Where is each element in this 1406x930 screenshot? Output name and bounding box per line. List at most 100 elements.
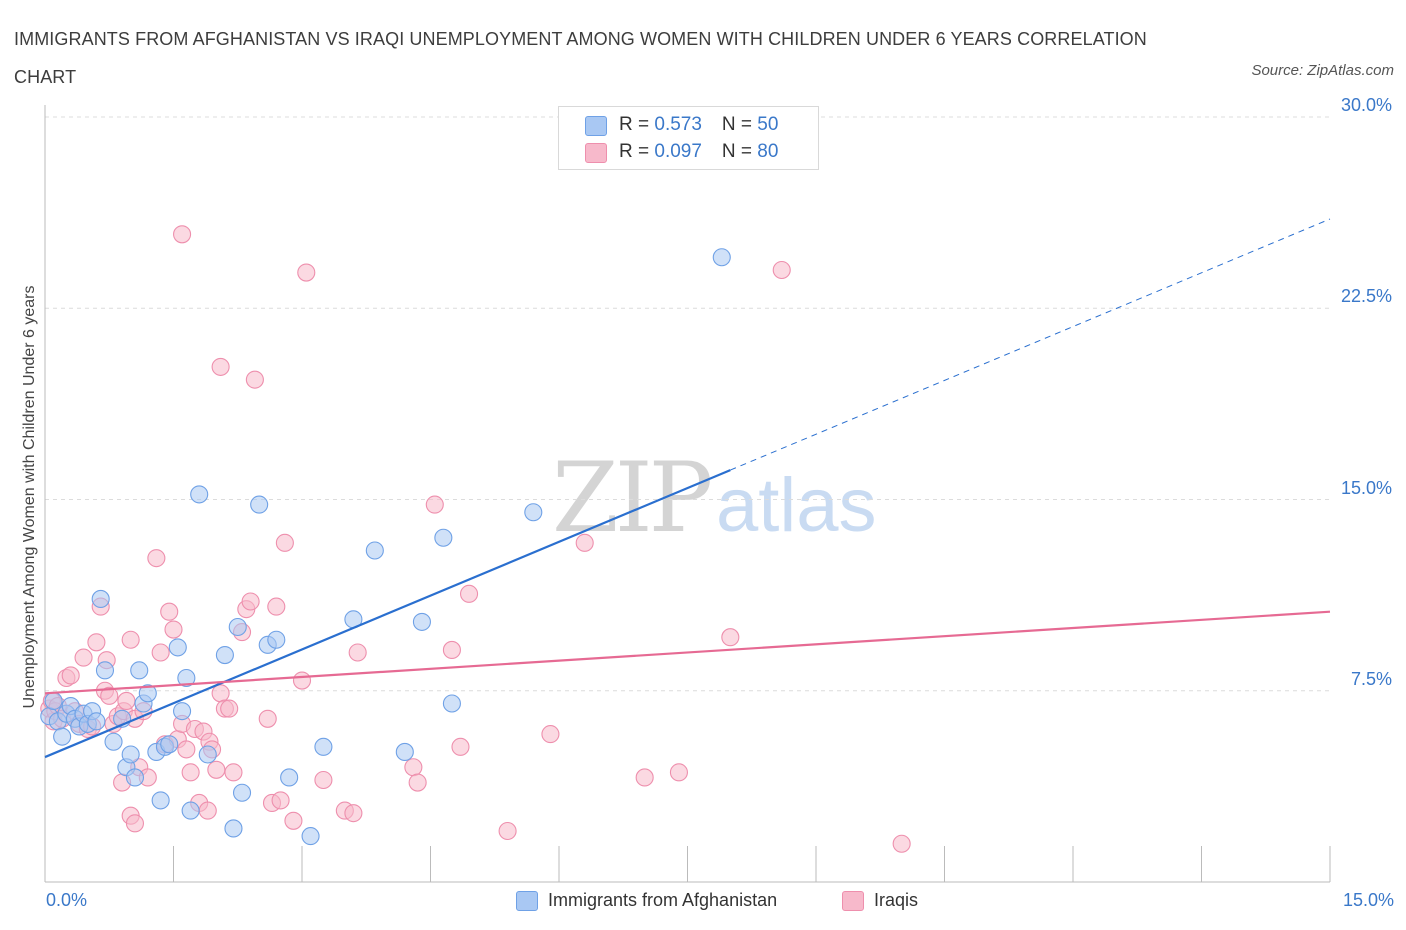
data-point <box>87 712 106 731</box>
data-point <box>451 737 470 756</box>
y-tick-label: 15.0% <box>1340 477 1392 498</box>
data-point <box>395 742 414 762</box>
correlation-legend: R = 0.573 N = 50 R = 0.097 N = 80 <box>558 106 819 170</box>
data-point <box>712 248 731 267</box>
n-value: 50 <box>757 114 779 135</box>
r-value: 0.573 <box>654 114 702 135</box>
data-point <box>267 630 286 649</box>
r-value: 0.097 <box>654 141 702 162</box>
data-point <box>348 643 367 662</box>
data-point <box>297 263 316 282</box>
data-point <box>669 763 688 782</box>
data-point <box>130 661 149 680</box>
y-tick-label: 7.5% <box>1350 668 1392 689</box>
data-point <box>207 760 226 779</box>
x-tick-label-max: 15.0% <box>1342 890 1394 910</box>
data-point <box>198 745 217 764</box>
data-point <box>87 633 106 652</box>
data-point <box>190 485 209 504</box>
data-point <box>772 260 791 280</box>
data-point <box>258 709 277 728</box>
data-point <box>61 666 80 685</box>
data-point <box>408 773 427 792</box>
legend-stats: R = 0.097 N = 80 <box>619 141 779 162</box>
data-point <box>404 758 423 777</box>
source-label: Source: ZipAtlas.com <box>1251 62 1394 79</box>
data-point <box>181 763 200 782</box>
data-point <box>245 370 264 389</box>
data-point <box>442 694 461 713</box>
grid-lines <box>45 116 1330 692</box>
trend-lines <box>44 218 1331 759</box>
data-point <box>147 549 166 568</box>
data-point <box>95 661 115 680</box>
data-point <box>44 691 63 711</box>
data-point <box>173 702 192 721</box>
data-point <box>314 770 333 790</box>
data-point <box>498 821 517 841</box>
x-tick-label-min: 0.0% <box>46 890 88 910</box>
data-point <box>125 768 144 787</box>
data-point <box>220 699 239 718</box>
data-point <box>53 727 72 746</box>
legend-label: Iraqis <box>874 890 919 910</box>
data-point <box>160 735 179 754</box>
data-point <box>177 740 196 759</box>
data-point <box>314 737 333 756</box>
data-point <box>280 768 299 787</box>
data-point <box>267 597 286 616</box>
data-point <box>271 791 290 810</box>
data-point <box>241 592 260 611</box>
y-tick-label: 22.5% <box>1340 286 1392 307</box>
data-point <box>211 684 230 703</box>
data-point <box>224 819 243 838</box>
data-point <box>177 668 196 688</box>
legend-stats: R = 0.573 N = 50 <box>619 114 779 135</box>
data-point <box>121 745 140 764</box>
data-point <box>168 638 187 657</box>
data-point <box>164 620 183 639</box>
axes <box>44 105 1331 883</box>
data-point <box>275 533 294 552</box>
legend-swatch-afghanistan <box>585 116 607 136</box>
data-point <box>292 671 312 690</box>
data-point <box>228 617 247 637</box>
data-point <box>575 533 594 552</box>
data-point <box>121 630 140 649</box>
data-point <box>459 584 479 603</box>
watermark-atlas: atlas <box>716 463 877 548</box>
trend-line <box>44 610 1331 695</box>
data-point <box>284 811 303 830</box>
watermark-zip: ZIP <box>552 442 713 554</box>
data-point <box>635 768 654 787</box>
data-point <box>117 691 136 711</box>
data-point <box>224 763 243 782</box>
data-point <box>104 732 123 751</box>
data-point <box>151 791 170 810</box>
data-point <box>91 589 110 609</box>
data-point <box>151 643 170 662</box>
data-point <box>100 686 119 705</box>
data-point <box>344 804 363 823</box>
y-tick-label: 30.0% <box>1340 95 1392 115</box>
data-point <box>524 503 543 522</box>
data-point <box>173 225 192 244</box>
data-point <box>181 801 200 820</box>
trend-line <box>44 469 731 759</box>
trend-line-extrapolated <box>730 218 1331 471</box>
data-point <box>215 645 234 665</box>
data-point <box>892 834 911 853</box>
data-point <box>365 541 384 560</box>
data-point <box>211 357 230 376</box>
data-point <box>250 495 269 514</box>
legend-swatch-afghanistan <box>516 891 538 911</box>
data-point <box>425 495 444 514</box>
data-point <box>125 814 144 833</box>
data-point <box>301 827 320 846</box>
data-point <box>232 783 252 802</box>
n-value: 80 <box>757 141 779 162</box>
data-point <box>442 640 461 660</box>
legend-swatch-iraqis <box>842 891 864 911</box>
data-point <box>160 602 179 621</box>
data-point <box>541 725 560 744</box>
